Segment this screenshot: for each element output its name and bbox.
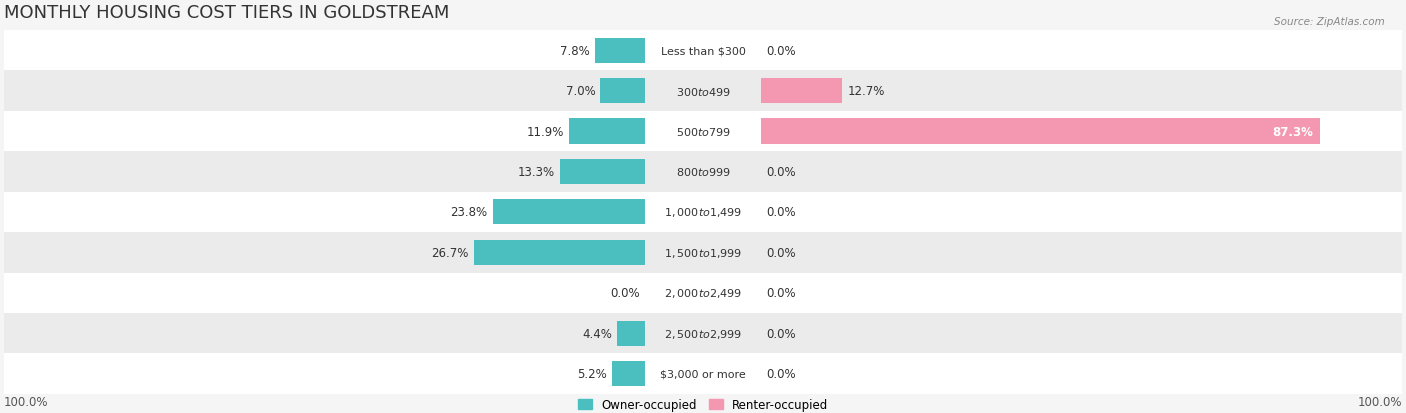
Bar — [569, 119, 645, 144]
FancyBboxPatch shape — [4, 313, 1402, 354]
Text: Source: ZipAtlas.com: Source: ZipAtlas.com — [1274, 17, 1385, 26]
Text: 7.8%: 7.8% — [561, 45, 591, 57]
Bar — [492, 200, 645, 225]
Bar — [600, 79, 645, 104]
Text: $1,500 to $1,999: $1,500 to $1,999 — [664, 246, 742, 259]
Text: 0.0%: 0.0% — [610, 287, 640, 299]
FancyBboxPatch shape — [4, 192, 1402, 233]
Bar — [560, 159, 645, 185]
Text: 0.0%: 0.0% — [766, 45, 796, 57]
Text: 87.3%: 87.3% — [1272, 125, 1313, 138]
Text: 12.7%: 12.7% — [848, 85, 884, 98]
Text: 100.0%: 100.0% — [4, 395, 49, 408]
Bar — [474, 240, 645, 265]
Text: 23.8%: 23.8% — [450, 206, 488, 219]
Text: 0.0%: 0.0% — [766, 327, 796, 340]
Text: MONTHLY HOUSING COST TIERS IN GOLDSTREAM: MONTHLY HOUSING COST TIERS IN GOLDSTREAM — [4, 4, 450, 22]
Text: 26.7%: 26.7% — [432, 246, 470, 259]
Text: $3,000 or more: $3,000 or more — [661, 369, 745, 379]
Text: 0.0%: 0.0% — [766, 367, 796, 380]
Text: $2,500 to $2,999: $2,500 to $2,999 — [664, 327, 742, 340]
Text: 0.0%: 0.0% — [766, 246, 796, 259]
Text: $800 to $999: $800 to $999 — [675, 166, 731, 178]
Text: 0.0%: 0.0% — [766, 166, 796, 178]
Legend: Owner-occupied, Renter-occupied: Owner-occupied, Renter-occupied — [578, 398, 828, 411]
Text: 11.9%: 11.9% — [526, 125, 564, 138]
FancyBboxPatch shape — [4, 354, 1402, 394]
Text: Less than $300: Less than $300 — [661, 46, 745, 56]
Text: 7.0%: 7.0% — [565, 85, 595, 98]
Text: 0.0%: 0.0% — [766, 287, 796, 299]
Bar — [612, 361, 645, 386]
FancyBboxPatch shape — [4, 71, 1402, 112]
Text: 4.4%: 4.4% — [582, 327, 612, 340]
Text: 100.0%: 100.0% — [1357, 395, 1402, 408]
Text: $1,000 to $1,499: $1,000 to $1,499 — [664, 206, 742, 219]
FancyBboxPatch shape — [4, 152, 1402, 192]
Text: 13.3%: 13.3% — [517, 166, 555, 178]
FancyBboxPatch shape — [4, 31, 1402, 71]
FancyBboxPatch shape — [4, 273, 1402, 313]
FancyBboxPatch shape — [4, 112, 1402, 152]
Bar — [617, 321, 645, 346]
Text: 0.0%: 0.0% — [766, 206, 796, 219]
Text: $500 to $799: $500 to $799 — [675, 126, 731, 138]
Text: $300 to $499: $300 to $499 — [675, 85, 731, 97]
Text: 5.2%: 5.2% — [576, 367, 607, 380]
Bar — [761, 119, 1320, 144]
Text: $2,000 to $2,499: $2,000 to $2,499 — [664, 287, 742, 299]
Bar — [761, 79, 842, 104]
FancyBboxPatch shape — [4, 233, 1402, 273]
Bar — [595, 38, 645, 64]
